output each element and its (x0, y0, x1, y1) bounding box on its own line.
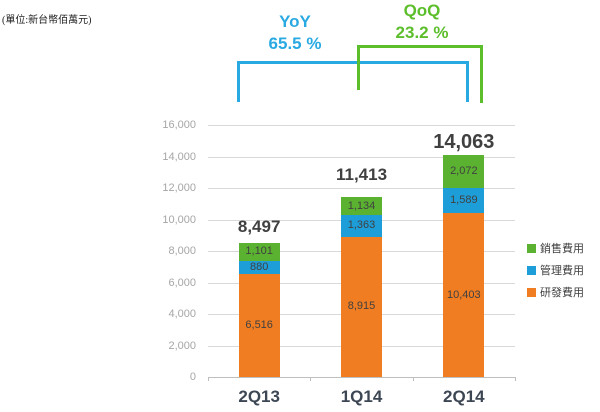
legend-label: 管理費用 (540, 265, 584, 277)
qoq-label: QoQ (403, 1, 441, 20)
segment-value-label: 10,403 (447, 288, 481, 301)
admin-expense-swatch-icon (527, 265, 536, 275)
y-axis-tick-label: 0 (189, 371, 196, 383)
x-axis-tick (412, 377, 414, 381)
legend-item-admin-expense: 管理費用 (527, 259, 584, 281)
gridline (208, 156, 515, 158)
segment-value-label: 2,072 (450, 165, 478, 178)
x-axis-label: 2Q13 (238, 387, 280, 406)
segment-value-label: 1,363 (347, 219, 376, 232)
segment-value-label: 880 (249, 260, 269, 273)
sales-expense-swatch-icon (527, 243, 536, 253)
x-axis-line (208, 377, 515, 378)
segment-value-label: 6,516 (245, 319, 273, 332)
qoq-bracket-right-leg (480, 45, 483, 103)
bar-segment-rnd-expense: 8,915 (341, 236, 382, 377)
bar-segment-admin-expense: 1,589 (443, 188, 485, 214)
x-axis-tick (515, 377, 516, 381)
bar-segment-sales-expense: 1,101 (238, 243, 280, 261)
x-axis-label: 1Q14 (340, 387, 383, 406)
x-axis-tick (310, 377, 312, 381)
segment-value-label: 1,101 (245, 245, 273, 258)
y-axis-tick-label: 16,000 (162, 119, 196, 131)
bar-segment-sales-expense: 2,072 (443, 155, 485, 189)
y-axis-tick-label: 8,000 (168, 245, 196, 257)
segment-value-label: 1,134 (347, 199, 376, 212)
legend-item-rnd-expense: 研發費用 (527, 281, 584, 303)
qoq-bracket (357, 45, 482, 90)
qoq-value: 23.2 % (395, 23, 449, 42)
x-axis-label: 2Q14 (443, 387, 485, 406)
bar-segment-sales-expense: 1,134 (341, 197, 382, 216)
legend-item-sales-expense: 銷售費用 (527, 237, 584, 259)
unit-label: (單位:新台幣佰萬元) (2, 15, 92, 26)
yoy-bracket (237, 61, 469, 102)
x-axis-tick (208, 377, 209, 381)
bar-segment-admin-expense: 1,363 (341, 215, 382, 237)
bar-total-label: 11,413 (335, 165, 388, 185)
gridline (208, 125, 515, 126)
legend: 銷售費用 管理費用 研發費用 (527, 237, 584, 303)
gridline (208, 188, 515, 189)
bar-segment-rnd-expense: 6,516 (238, 274, 280, 377)
segment-value-label: 8,915 (347, 300, 376, 313)
bar-total-label: 8,497 (237, 217, 281, 237)
yoy-value: 65.5 % (268, 34, 322, 53)
y-axis-tick-label: 2,000 (168, 339, 196, 352)
y-axis-tick-label: 10,000 (162, 213, 196, 226)
y-axis-tick-label: 6,000 (168, 276, 196, 289)
bar-segment-admin-expense: 880 (238, 260, 280, 275)
bar-total-label: 14,063 (433, 131, 495, 154)
legend-label: 銷售費用 (540, 243, 584, 255)
y-axis-tick-label: 14,000 (162, 150, 196, 163)
rnd-expense-swatch-icon (527, 287, 536, 297)
segment-value-label: 1,589 (450, 194, 478, 207)
bar-segment-rnd-expense: 10,403 (443, 213, 485, 377)
y-axis-tick-label: 12,000 (162, 182, 196, 194)
y-axis-tick-label: 4,000 (168, 308, 196, 320)
legend-label: 研發費用 (540, 287, 584, 299)
yoy-label: YoY (279, 12, 311, 31)
